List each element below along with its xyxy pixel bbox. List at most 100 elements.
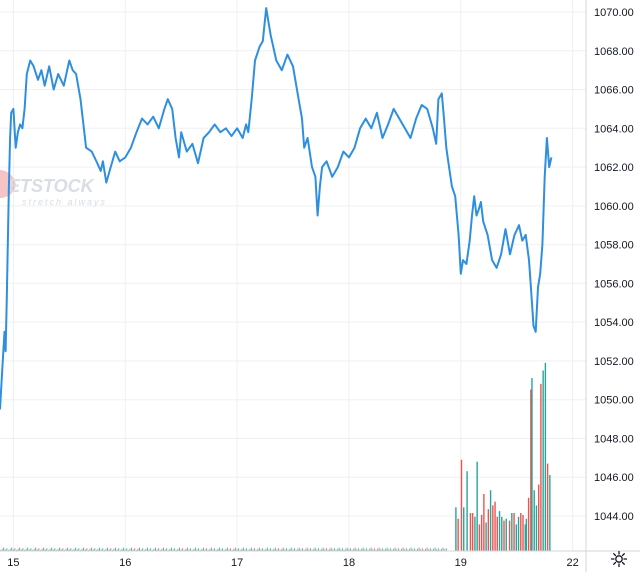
volume-bar (297, 548, 299, 551)
volume-bar (76, 549, 78, 551)
volume-bar (505, 518, 507, 551)
volume-bar (67, 547, 69, 551)
volume-bar (28, 549, 30, 551)
volume-bar (426, 547, 428, 551)
volume-bar (284, 549, 286, 551)
volume-bar (4, 549, 6, 551)
volume-bar (6, 548, 8, 551)
volume-bar (214, 548, 216, 551)
volume-bar (246, 548, 248, 551)
volume-bar (489, 490, 492, 551)
volume-bar (91, 547, 93, 551)
volume-bar (68, 549, 70, 551)
volume-bar (314, 547, 316, 551)
volume-bar (434, 547, 436, 551)
volume-bar (244, 549, 246, 551)
volume-bar (166, 548, 168, 551)
volume-bar (188, 549, 190, 551)
volume-bar (496, 516, 498, 551)
volume-bar (530, 389, 532, 551)
volume-bar (428, 549, 430, 551)
x-tick-label: 18 (343, 557, 355, 569)
volume-bar (492, 505, 494, 551)
volume-bar (172, 549, 174, 551)
volume-bar (126, 548, 128, 551)
gear-icon (610, 550, 628, 568)
y-tick-label: 1060.00 (594, 201, 634, 213)
volume-bar (174, 548, 176, 551)
volume-bar (546, 463, 549, 551)
volume-bar (266, 547, 268, 551)
volume-bar (14, 548, 16, 551)
volume-bar (442, 547, 444, 551)
volume-bar (99, 547, 101, 551)
volume-bar (44, 549, 46, 551)
volume-bar (260, 549, 262, 551)
volume-bar (145, 548, 147, 551)
volume-bar (487, 509, 490, 551)
volume-bar (440, 548, 442, 551)
volume-bar (92, 549, 94, 551)
volume-bar (421, 548, 423, 551)
volume-bar (356, 549, 358, 551)
volume-bar (146, 547, 148, 551)
volume-bar (394, 547, 396, 551)
volume-bar (142, 548, 144, 551)
volume-bar (118, 548, 120, 551)
y-tick-label: 1062.00 (594, 162, 634, 174)
volume-bar (30, 548, 32, 551)
volume-bar (210, 547, 212, 551)
volume-bar (305, 548, 307, 551)
volume-bar (17, 548, 19, 551)
volume-bar (466, 471, 468, 551)
volume-bar (268, 549, 270, 551)
volume-bar (52, 549, 54, 551)
volume-bar (308, 549, 310, 551)
volume-bar (185, 548, 187, 551)
y-tick-label: 1046.00 (594, 472, 634, 484)
volume-bar (476, 461, 478, 551)
volume-bar (1, 548, 3, 551)
y-axis: 1044.00 1046.00 1048.00 1050.00 1052.00 1054.… (585, 0, 634, 572)
volume-bar (194, 547, 196, 551)
volume-bar (19, 547, 21, 551)
volume-bar (182, 548, 184, 551)
volume-bar (257, 548, 259, 551)
volume-bar (201, 548, 203, 551)
volume-bar (206, 548, 208, 551)
settings-button[interactable] (610, 550, 628, 568)
volume-bar (300, 549, 302, 551)
y-tick-label: 1048.00 (594, 433, 634, 445)
volume-bar (393, 548, 395, 551)
volume-bar (222, 548, 224, 551)
volume-bar (402, 547, 404, 551)
volume-bar (178, 547, 180, 551)
y-tick-label: 1052.00 (594, 356, 634, 368)
volume-bar (238, 548, 240, 551)
volume-bar (413, 548, 415, 551)
volume-bar (313, 548, 315, 551)
volume-bar (389, 548, 391, 551)
volume-bar (65, 548, 67, 551)
volume-bar (36, 549, 38, 551)
volume-bar (154, 547, 156, 551)
volume-bar (292, 549, 294, 551)
volume-bar (370, 547, 372, 551)
volume-bar (404, 549, 406, 551)
volume-bar (212, 549, 214, 551)
volume-bar (94, 548, 96, 551)
volume-bar (410, 547, 412, 551)
volume-bar (364, 549, 366, 551)
volume-bar (353, 548, 355, 551)
volume-bar (108, 549, 110, 551)
volume-bar (73, 548, 75, 551)
volume-bar (345, 548, 347, 551)
volume-bar (225, 548, 227, 551)
volume-bar (43, 547, 45, 551)
volume-bar (508, 520, 511, 551)
volume-bar (337, 548, 339, 551)
volume-bar (445, 548, 447, 551)
volume-bar (46, 548, 48, 551)
